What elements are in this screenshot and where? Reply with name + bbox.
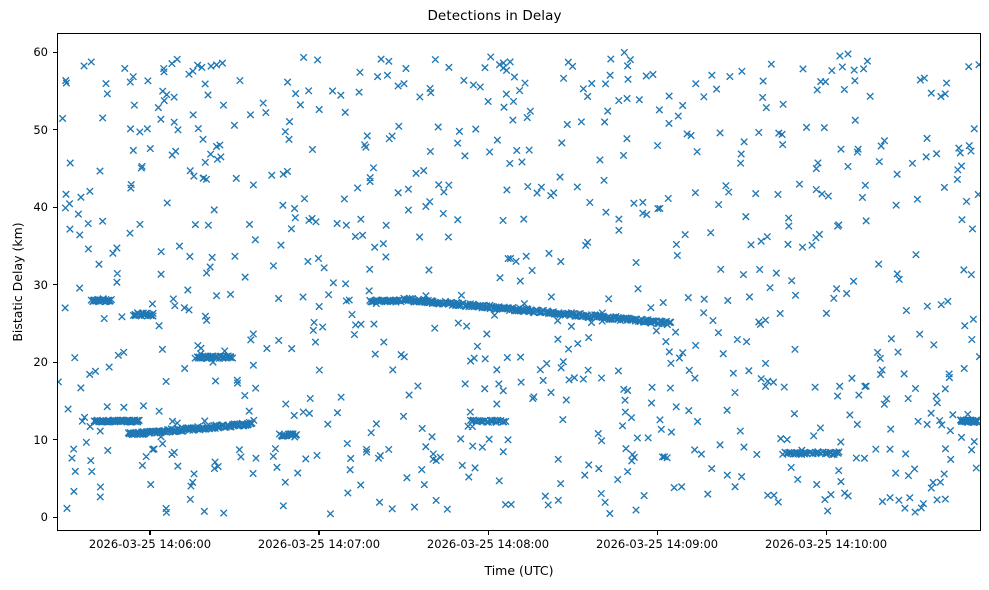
y-tick-label: 10 bbox=[33, 432, 48, 447]
x-axis-label: Time (UTC) bbox=[484, 563, 554, 578]
y-tick-mark bbox=[53, 51, 57, 53]
y-tick-label: 40 bbox=[33, 200, 48, 215]
y-tick-mark bbox=[53, 516, 57, 518]
x-tick-label: 2026-03-25 14:06:00 bbox=[88, 537, 212, 551]
scatter-plot bbox=[58, 48, 980, 518]
page-title: Detections in Delay bbox=[427, 8, 562, 24]
y-tick-mark bbox=[53, 439, 57, 441]
x-tick-mark bbox=[318, 531, 320, 535]
y-tick-label: 50 bbox=[33, 122, 48, 137]
x-tick-label: 2026-03-25 14:10:00 bbox=[764, 537, 888, 551]
x-tick-mark bbox=[656, 531, 658, 535]
x-tick-mark bbox=[487, 531, 489, 535]
x-tick-label: 2026-03-25 14:07:00 bbox=[257, 537, 381, 551]
y-tick-label: 20 bbox=[33, 355, 48, 370]
y-tick-mark bbox=[53, 206, 57, 208]
x-tick-label: 2026-03-25 14:08:00 bbox=[426, 537, 550, 551]
y-axis-label: Bistatic Delay (km) bbox=[10, 222, 25, 342]
x-tick-mark bbox=[825, 531, 827, 535]
y-tick-mark bbox=[53, 284, 57, 286]
scatter-markers bbox=[58, 48, 980, 518]
x-tick-mark bbox=[149, 531, 151, 535]
plot-area bbox=[57, 33, 981, 531]
y-tick-mark bbox=[53, 129, 57, 131]
y-tick-mark bbox=[53, 361, 57, 363]
y-tick-label: 0 bbox=[40, 510, 48, 525]
x-tick-label: 2026-03-25 14:09:00 bbox=[595, 537, 719, 551]
y-tick-label: 60 bbox=[33, 45, 48, 60]
y-tick-label: 30 bbox=[33, 277, 48, 292]
